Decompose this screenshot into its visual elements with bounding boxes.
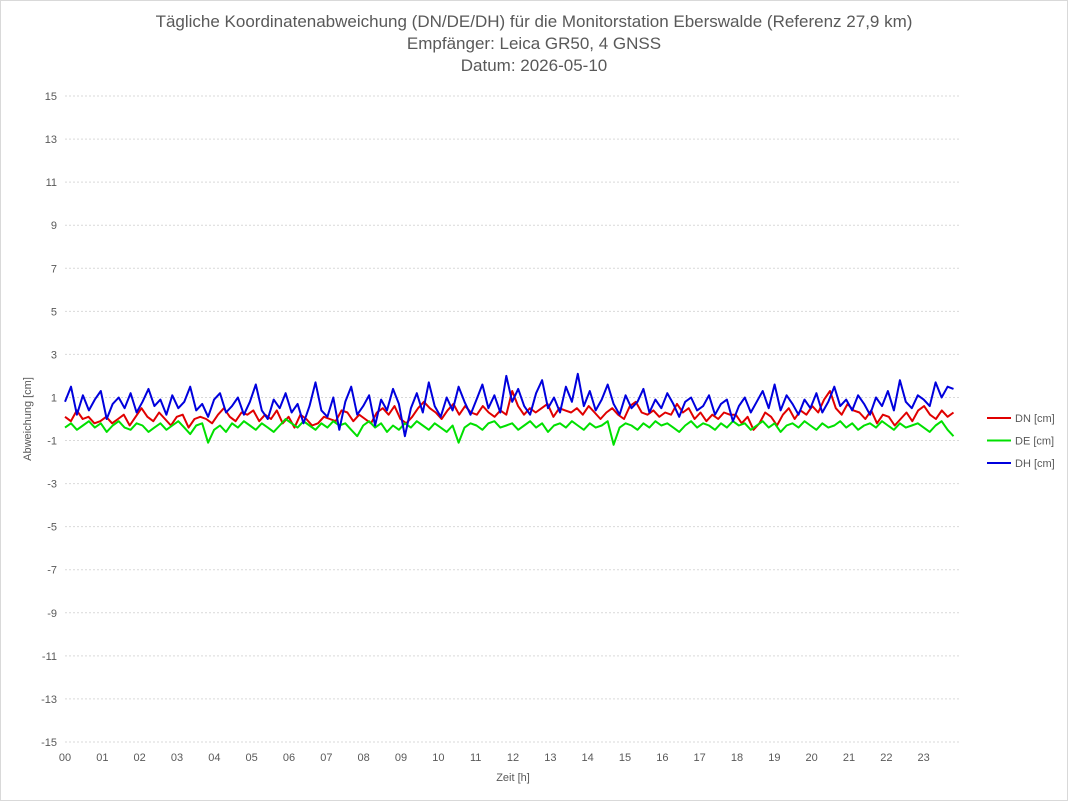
y-tick-label: -1 (47, 436, 57, 448)
y-tick-label: 15 (45, 91, 57, 103)
x-tick-label: 22 (880, 752, 892, 764)
y-tick-label: -3 (47, 479, 57, 491)
legend-label: DH [cm] (1015, 458, 1055, 470)
y-tick-label: 9 (51, 220, 57, 232)
y-axis-label: Abweichung [cm] (22, 377, 34, 461)
y-tick-label: 7 (51, 263, 57, 275)
y-tick-label: -15 (41, 737, 57, 749)
grid-lines (65, 95, 961, 743)
legend-label: DN [cm] (1015, 413, 1055, 425)
y-tick-label: 11 (46, 177, 57, 189)
chart-title: Tägliche Koordinatenabweichung (DN/DE/DH… (155, 12, 913, 31)
x-tick-label: 16 (656, 752, 668, 764)
chart-date: Datum: 2026-05-10 (460, 56, 608, 75)
x-tick-label: 19 (768, 752, 780, 764)
y-tick-label: 3 (51, 349, 57, 361)
x-tick-label: 09 (395, 752, 407, 764)
x-tick-label: 23 (918, 752, 930, 764)
x-tick-label: 14 (582, 752, 594, 764)
y-tick-label: -13 (41, 694, 57, 706)
x-tick-label: 07 (320, 752, 332, 764)
x-tick-label: 20 (806, 752, 818, 764)
chart-titles: Tägliche Koordinatenabweichung (DN/DE/DH… (1, 11, 1067, 77)
x-tick-label: 02 (134, 752, 146, 764)
y-tick-label: 13 (45, 134, 57, 146)
x-tick-label: 11 (470, 752, 481, 764)
x-tick-label: 21 (843, 752, 855, 764)
x-tick-label: 10 (432, 752, 444, 764)
x-tick-label: 15 (619, 752, 631, 764)
x-tick-label: 08 (358, 752, 370, 764)
y-axis-ticks: 15 13 11 9 7 5 3 1 -1 -3 -5 -7 -9 -11 -13 -15 (41, 91, 57, 749)
x-axis-label: Zeit [h] (496, 772, 530, 784)
chart-subtitle: Empfänger: Leica GR50, 4 GNSS (406, 34, 662, 53)
series-lines (64, 372, 955, 446)
x-axis-ticks: 00 01 02 03 04 05 06 07 08 09 10 11 12 13 14 15 16 17 18 19… (59, 752, 930, 764)
series-line-0 (64, 390, 955, 431)
x-tick-label: 17 (694, 752, 706, 764)
series-line-1 (64, 418, 955, 446)
x-tick-label: 18 (731, 752, 743, 764)
x-tick-label: 01 (96, 752, 108, 764)
x-tick-label: 06 (283, 752, 295, 764)
x-tick-label: 04 (208, 752, 220, 764)
y-tick-label: -7 (47, 565, 57, 577)
chart-legend: DN [cm] DE [cm] DH [cm] (987, 413, 1055, 470)
x-tick-label: 12 (507, 752, 519, 764)
legend-label: DE [cm] (1015, 436, 1054, 448)
x-tick-label: 05 (246, 752, 258, 764)
y-tick-label: -11 (42, 651, 57, 663)
y-tick-label: 5 (51, 306, 57, 318)
x-tick-label: 13 (544, 752, 556, 764)
y-tick-label: -5 (47, 522, 57, 534)
series-line-2 (64, 372, 954, 438)
x-tick-label: 00 (59, 752, 71, 764)
y-tick-label: 1 (51, 392, 57, 404)
y-tick-label: -9 (47, 608, 57, 620)
x-tick-label: 03 (171, 752, 183, 764)
